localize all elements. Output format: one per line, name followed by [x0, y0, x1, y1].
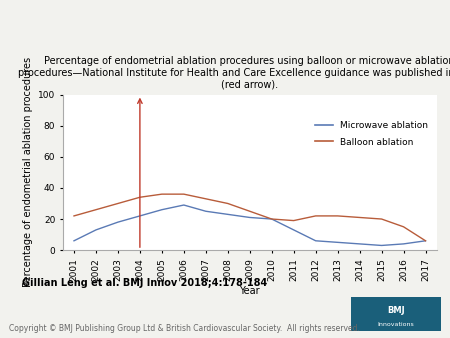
Text: BMJ: BMJ	[387, 307, 405, 315]
X-axis label: Year: Year	[239, 286, 260, 296]
Text: Gillian Leng et al. BMJ Innov 2018;4:178-184: Gillian Leng et al. BMJ Innov 2018;4:178…	[22, 277, 268, 288]
Text: Copyright © BMJ Publishing Group Ltd & British Cardiovascular Society.  All righ: Copyright © BMJ Publishing Group Ltd & B…	[9, 324, 360, 333]
Title: Percentage of endometrial ablation procedures using balloon or microwave ablatio: Percentage of endometrial ablation proce…	[18, 56, 450, 90]
Legend: Microwave ablation, Balloon ablation: Microwave ablation, Balloon ablation	[311, 118, 432, 150]
Y-axis label: Percentage of endometrial ablation procedures: Percentage of endometrial ablation proce…	[22, 57, 32, 287]
Text: Innovations: Innovations	[378, 322, 414, 327]
